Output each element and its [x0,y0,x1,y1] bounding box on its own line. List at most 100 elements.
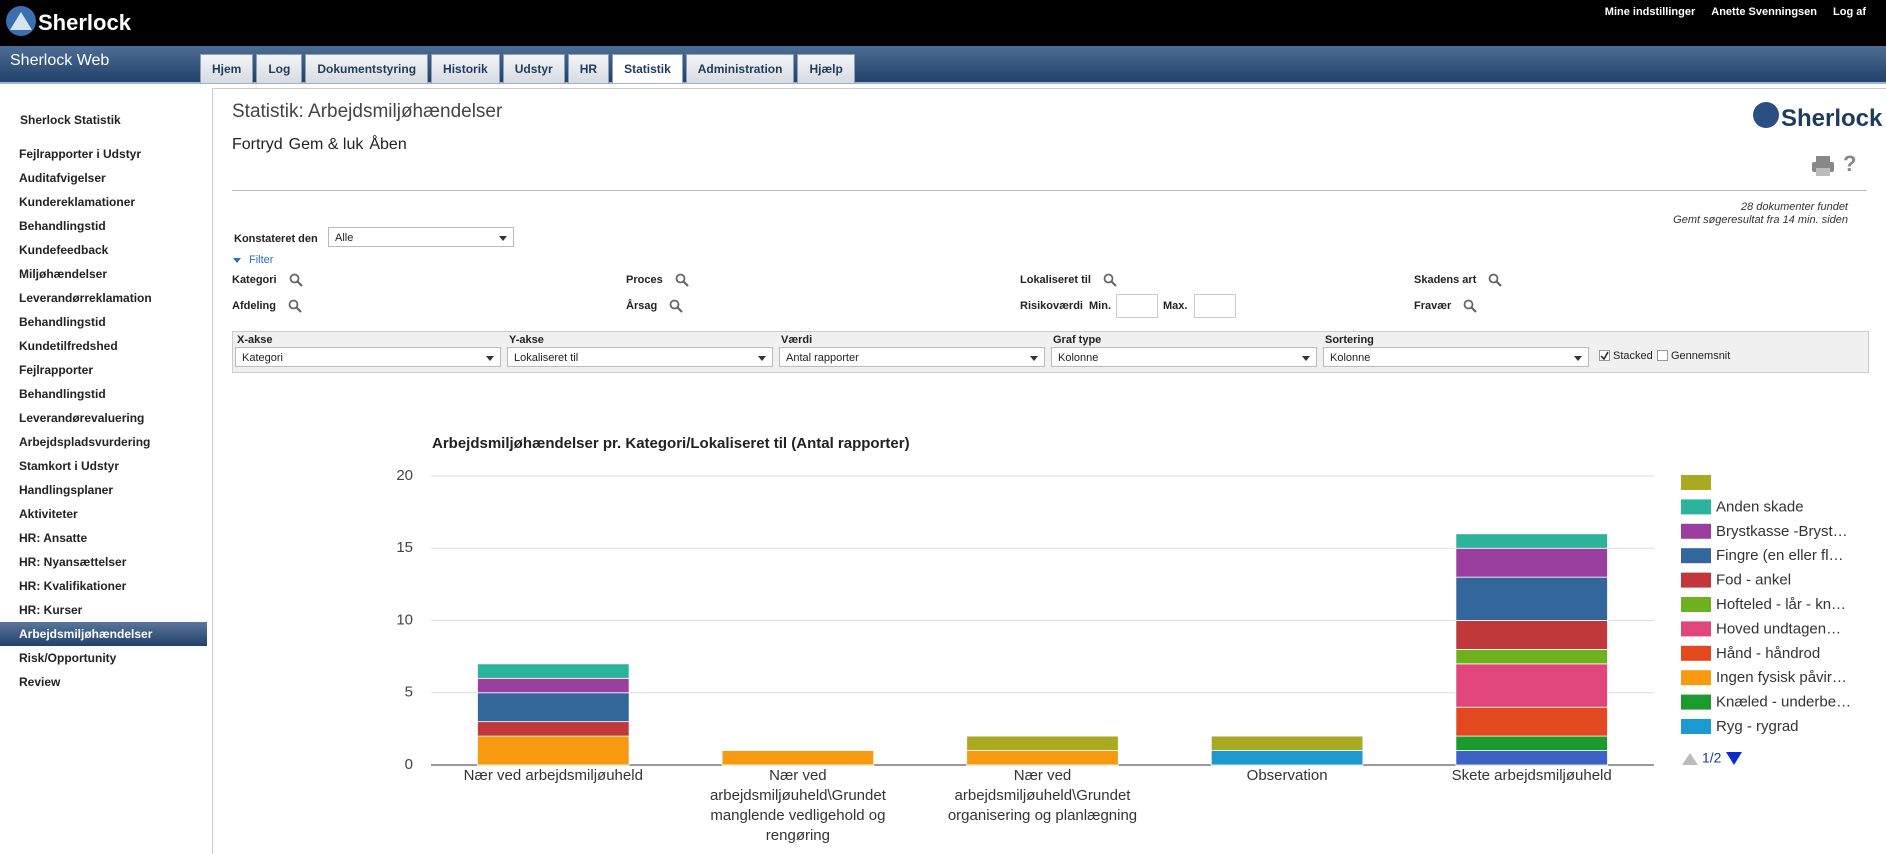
y-tick-label: 10 [396,611,413,628]
legend-label: Knæled - underbe… [1716,694,1851,711]
search-icon[interactable] [675,273,689,287]
sidebar-item[interactable]: Behandlingstid [19,219,106,233]
top-link[interactable]: Mine indstillinger [1604,6,1696,18]
tab[interactable]: Hjælp [797,54,855,83]
print-icon[interactable] [1811,155,1835,177]
search-icon[interactable] [1103,273,1117,287]
legend-swatch [1681,694,1711,710]
sidebar-item[interactable]: HR: Ansatte [19,531,88,545]
legend-label: Anden skade [1716,498,1804,515]
sidebar-item[interactable]: Behandlingstid [19,387,106,401]
button[interactable]: Fortryd [232,136,283,153]
sidebar-item[interactable]: Arbejdspladsvurdering [19,435,151,449]
stacked-checkbox[interactable] [1599,350,1610,361]
sidebar-item[interactable]: HR: Kurser [19,603,83,617]
bar-segment [966,735,1119,751]
tab[interactable]: HR [567,54,610,83]
x-tick-label: Nær ved arbejdsmiljøuheld [464,767,643,784]
button[interactable]: Gem & luk [288,136,364,153]
konstateret-select[interactable]: Alle [328,227,514,247]
stacked-label: Stacked [1613,350,1653,362]
search-icon[interactable] [1463,299,1478,313]
y-tick-label: 5 [405,684,413,701]
bar-segment [477,677,630,694]
legend-prev [1682,753,1698,765]
tabs: Hjem Log Dokumentstyring Historik Udstyr HR St… [200,54,855,83]
search-icon[interactable] [288,299,302,313]
legend-label: Hånd - håndrod [1716,645,1820,662]
filter-label: Fravær [1414,300,1452,312]
risiko-max-input[interactable] [1194,294,1236,318]
tab[interactable]: Administration [685,54,795,83]
sidebar-item[interactable]: Behandlingstid [19,315,106,329]
top-link[interactable]: Log af [1833,6,1866,18]
sidebar-item[interactable]: Handlingsplaner [19,483,114,497]
legend-label: Ingen fysisk påvir… [1716,669,1847,686]
sidebar-item[interactable]: Arbejdsmiljøhændelser [0,622,207,646]
help-icon[interactable]: ? [1843,151,1857,176]
sidebar-item[interactable]: Fejlrapporter [19,363,94,377]
y-tick-label: 15 [396,539,413,556]
bar-segment [1455,663,1608,708]
konstateret-label: Konstateret den [234,233,318,245]
search-icon[interactable] [289,273,303,287]
sidebar-item[interactable]: Miljøhændelser [19,267,108,281]
axis-setting-select[interactable]: Kolonne [1051,347,1317,367]
bar-segment [1455,533,1608,549]
search-icon[interactable] [1488,273,1503,287]
tab[interactable]: Log [256,54,303,83]
x-tick-label: Nær ved arbejdsmiljøuheld\Grundet manglend… [710,767,887,844]
legend-swatch [1681,572,1711,588]
sidebar-item[interactable]: Stamkort i Udstyr [19,459,120,473]
bar-segment [1210,735,1364,751]
tab[interactable]: Statistik [612,54,683,83]
top-bar: Sherlock Mine indstillinger Anette Svenni… [0,0,1886,46]
top-link[interactable]: Anette Svenningsen [1711,6,1817,18]
sidebar-item[interactable]: Auditafvigelser [19,171,106,185]
legend-swatch [1681,670,1711,686]
sidebar-item[interactable]: HR: Nyansættelser [19,555,127,569]
legend-label: Fingre (en eller fl… [1716,547,1844,564]
axis-setting-select[interactable]: Lokaliseret til [507,347,773,367]
tab[interactable]: Dokumentstyring [305,54,429,83]
sidebar-item[interactable]: Risk/Opportunity [19,651,117,665]
axis-setting-select[interactable]: Kategori [235,347,501,367]
sidebar-title: Sherlock Statistik [20,113,121,127]
tab[interactable]: Udstyr [502,54,565,83]
legend-label: Ryg - rygrad [1716,718,1799,735]
bar-segment [1455,750,1608,766]
gennemsnit-checkbox[interactable] [1657,350,1668,361]
sidebar-item[interactable]: Aktiviteter [19,507,78,521]
legend-swatch [1681,548,1711,564]
sidebar-item[interactable]: Kundefeedback [19,243,109,257]
filter-arrow [233,258,241,263]
tab[interactable]: Hjem [200,54,254,83]
bar-segment [1455,735,1608,751]
legend-pager: 1/2 [1702,750,1722,766]
search-icon[interactable] [669,299,683,313]
bar-segment [477,663,630,679]
axis-setting-label: Graf type [1053,334,1102,346]
sidebar-item[interactable]: Leverandørevaluering [19,411,145,425]
sidebar-item[interactable]: Fejlrapporter i Udstyr [19,147,142,161]
bar-segment [1455,706,1608,737]
risiko-min-input[interactable] [1116,294,1158,318]
sidebar-item[interactable]: Leverandørreklamation [19,291,152,305]
sidebar-item[interactable]: HR: Kvalifikationer [19,579,127,593]
risiko-min-label: Min. [1089,300,1111,312]
saved-note: Gemt søgeresultat fra 14 min. siden [1673,214,1848,226]
buttons: Fortryd Gem & luk Åben [232,136,407,154]
axis-setting-select[interactable]: Antal rapporter [779,347,1045,367]
axis-setting-select[interactable]: Kolonne [1323,347,1589,367]
button[interactable]: Åben [369,136,407,153]
logo-icon [6,6,36,36]
sidebar-item[interactable]: Kundereklamationer [19,195,136,209]
sidebar-item[interactable]: Kundetilfredshed [19,339,118,353]
tab[interactable]: Historik [431,54,500,83]
legend-swatch [1681,523,1711,539]
filter-toggle[interactable]: Filter [249,254,274,266]
sidebar-item[interactable]: Review [19,675,61,689]
axis-setting-label: Y-akse [509,334,544,346]
chart-title: Arbejdsmiljøhændelser pr. Kategori/Lokal… [432,435,910,452]
filter-label: Afdeling [232,300,276,312]
